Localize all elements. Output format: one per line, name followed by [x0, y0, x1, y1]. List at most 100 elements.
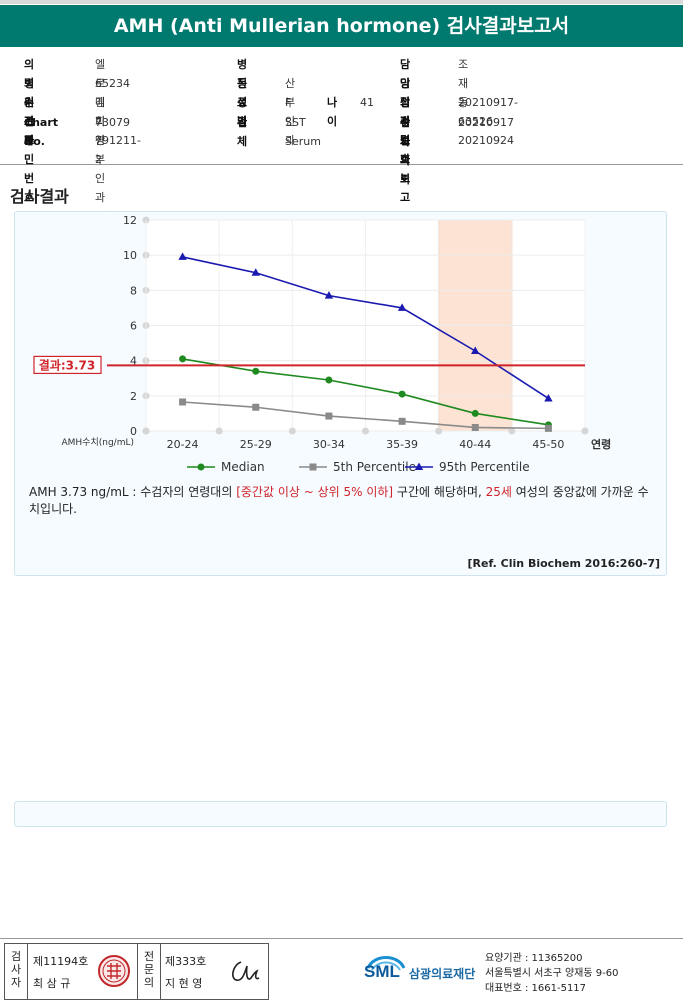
- data-point: [398, 417, 406, 425]
- data-point: [325, 376, 333, 384]
- x-tick-label: 45-50: [532, 438, 564, 451]
- reference-citation: [Ref. Clin Biochem 2016:260-7]: [467, 557, 660, 570]
- desc-text: 여성의 중앙값에 가까운 수치입니다.: [29, 485, 649, 516]
- y-tick-label: 0: [130, 425, 137, 438]
- data-point: [324, 291, 334, 299]
- info-label: 결과보고: [400, 134, 411, 204]
- info-value: 73079: [95, 116, 130, 129]
- desc-age-highlight: 25세: [485, 485, 512, 499]
- info-value: 41: [360, 96, 374, 109]
- data-point: [544, 393, 553, 402]
- x-tick-dot: [142, 427, 150, 435]
- data-point: [251, 268, 260, 276]
- org-contact: 요양기관 : 11365200 서울특별시 서초구 양재동 9-60 대표번호 …: [485, 951, 618, 996]
- x-tick-dot: [435, 427, 443, 435]
- x-tick-dot: [508, 427, 516, 435]
- x-tick-dot: [581, 427, 589, 435]
- info-label: 접수번호: [400, 96, 411, 166]
- x-tick-label: 40-44: [459, 438, 491, 451]
- org-phone: 대표번호 : 1661-5117: [485, 983, 587, 994]
- info-label: 수진자: [24, 96, 35, 147]
- data-point: [544, 424, 552, 432]
- examiner-name: 최 삼 규: [33, 977, 71, 990]
- y-tick-label: 10: [123, 249, 137, 262]
- info-value: 20210917-63526: [458, 96, 518, 128]
- info-label: 검사의뢰: [400, 116, 411, 186]
- data-point: [471, 346, 480, 354]
- legend-marker: [197, 463, 205, 471]
- info-label: 의뢰기관명: [24, 58, 35, 147]
- info-value: 791211-2: [95, 134, 141, 166]
- specialist-signature: [232, 961, 260, 981]
- legend-label: 5th Percentile: [333, 460, 416, 474]
- x-tick-dot: [362, 427, 369, 435]
- info-label: 나이: [327, 96, 338, 128]
- org-name: 삼광의료재단: [409, 967, 476, 981]
- amh-age-chart: 0 2 4 6 8 10 12 20-24 25-29 30-34 35-39 40-44 45-50 A…: [33, 214, 611, 474]
- series-line: [182, 358, 549, 426]
- x-tick-label: 30-34: [313, 438, 345, 451]
- data-point: [398, 390, 406, 398]
- footer-divider: [0, 938, 683, 939]
- info-value: F: [285, 96, 292, 109]
- x-tick-label: 35-39: [386, 438, 418, 451]
- org-logo-text: SML: [364, 962, 400, 981]
- info-label: 성별: [237, 96, 248, 128]
- examiner-title-cell: 검사자: [5, 944, 28, 999]
- info-label: 주민번호: [24, 134, 35, 204]
- series-line: [182, 256, 549, 400]
- y-tick-label: 2: [130, 390, 137, 403]
- patient-info-panel: 의뢰기관명 엘르메디산부인과(창원) 병원코드 65234 수진자 김희영 Ch…: [0, 50, 683, 242]
- examiner-title: 검사자: [10, 950, 22, 989]
- info-label: 병원코드: [24, 77, 35, 147]
- info-label: Chart No.: [24, 116, 59, 148]
- info-value: 김희영: [95, 96, 106, 147]
- y-tick-label: 4: [130, 355, 137, 368]
- data-point: [179, 355, 187, 363]
- info-label: 검체: [237, 116, 248, 148]
- desc-range-highlight: [중간값 이상 ~ 상위 5% 이하]: [236, 485, 394, 499]
- empty-comment-box: [14, 801, 667, 827]
- info-label: 임상정보: [400, 77, 411, 147]
- result-panel: 0 2 4 6 8 10 12 20-24 25-29 30-34 35-39 40-44 45-50 A…: [14, 211, 667, 576]
- info-value: 65234: [95, 77, 130, 90]
- info-value: 조재동: [458, 58, 469, 109]
- specialist-license: 제333호: [165, 955, 207, 968]
- org-code: 요양기관 : 11365200: [485, 953, 583, 964]
- x-tick-label: 25-29: [240, 438, 272, 451]
- info-value: 산부인과: [285, 77, 296, 147]
- info-label: 병동: [237, 58, 248, 90]
- data-point: [325, 412, 333, 420]
- legend-marker: [309, 463, 317, 471]
- x-axis-unit-label: 연령: [591, 437, 611, 451]
- desc-text: AMH 3.73 ng/mL : 수검자의 연령대의: [29, 485, 237, 499]
- series-line: [182, 401, 549, 430]
- y-tick-label: 12: [123, 214, 137, 227]
- examiner-seal-icon: [98, 955, 130, 987]
- data-point: [179, 398, 187, 406]
- legend-label: 95th Percentile: [439, 460, 530, 474]
- y-axis-unit-label: AMH수치(ng/mL): [61, 436, 134, 448]
- data-point: [471, 423, 479, 431]
- examiner-license: 제11194호: [33, 955, 89, 968]
- info-value: 20210924: [458, 134, 514, 147]
- data-point: [252, 403, 260, 411]
- info-value: 20210917: [458, 116, 514, 129]
- section-title: 검사결과: [10, 187, 69, 206]
- result-label: 결과:3.73: [39, 357, 96, 372]
- data-point: [178, 252, 187, 260]
- specialist-title: 전문의: [143, 950, 155, 989]
- signature-box: 검사자 제11194호 최 삼 규 전문의 제333호 지 현 영: [4, 943, 269, 1000]
- specialist-title-cell: 전문의: [137, 944, 161, 999]
- x-tick-dot: [288, 427, 296, 435]
- data-point: [471, 409, 479, 417]
- result-description: AMH 3.73 ng/mL : 수검자의 연령대의 [중간값 이상 ~ 상위 …: [29, 484, 659, 518]
- sml-logo-icon: [366, 956, 406, 971]
- x-tick-label: 20-24: [167, 438, 199, 451]
- top-border: [0, 0, 683, 4]
- report-title: AMH (Anti Mullerian hormone) 검사결과보고서: [0, 5, 683, 47]
- desc-text: 구간에 해당하며,: [393, 485, 486, 499]
- legend-label: Median: [221, 460, 265, 474]
- info-label: 진료과: [237, 77, 248, 128]
- data-point: [252, 367, 260, 375]
